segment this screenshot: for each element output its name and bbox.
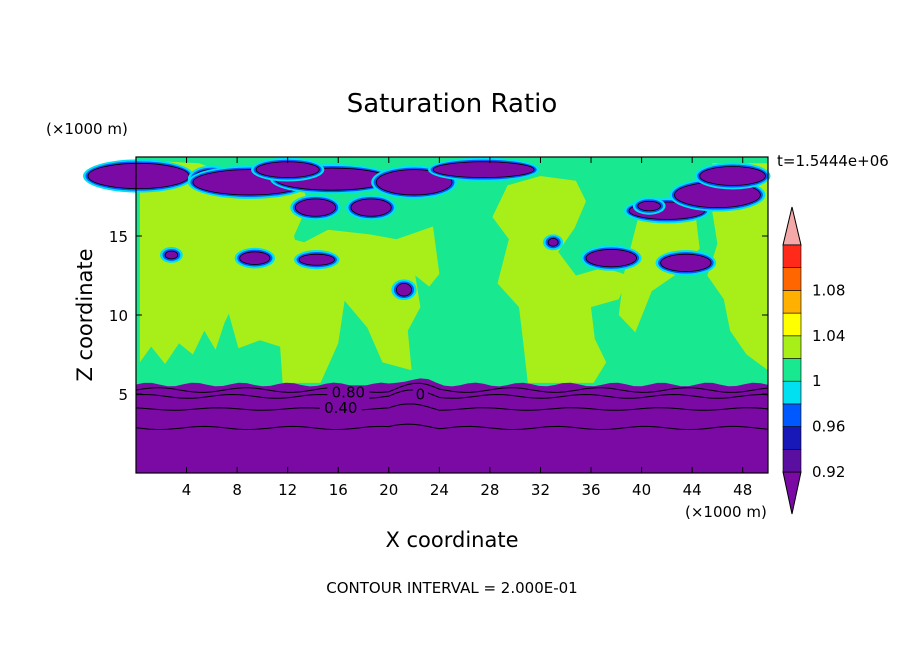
- contour-label-text: 0: [416, 386, 426, 404]
- x-tick-label: 12: [278, 481, 297, 499]
- x-tick-label: 28: [480, 481, 499, 499]
- x-axis: 4 8 12 16 20 24 28 32 36 40 44 48: [182, 157, 752, 499]
- dry-patch-5: [375, 169, 453, 196]
- x-unit-label: (×1000 m): [685, 503, 767, 521]
- x-tick-label: 32: [531, 481, 550, 499]
- dry-patch-16: [660, 253, 712, 272]
- colorbar-label: 1.08: [812, 281, 845, 299]
- x-tick-label: 44: [683, 481, 702, 499]
- colorbar-over-triangle: [782, 206, 802, 246]
- y-tick-label: 15: [109, 228, 128, 246]
- contour-line-3: [135, 403, 769, 411]
- dry-patch-14: [298, 253, 335, 266]
- footer-text: CONTOUR INTERVAL = 2.000E-01: [326, 579, 577, 597]
- dry-layer-edge: [136, 378, 768, 391]
- contour-label-3: 0: [412, 386, 428, 404]
- x-tick-label: 36: [581, 481, 600, 499]
- contour-line-4: [135, 423, 769, 431]
- moist-regions: [139, 160, 768, 383]
- contour-label-1: 0.80: [327, 383, 370, 401]
- colorbar-swatch: [782, 267, 802, 291]
- moist-region-5: [707, 163, 768, 371]
- y-axis-label: Z coordinate: [73, 248, 97, 381]
- contour-label-text: 0.40: [324, 399, 357, 417]
- colorbar-swatch: [782, 426, 802, 450]
- colorbar-swatch: [782, 448, 802, 473]
- contour-label-bg: [412, 387, 428, 402]
- dry-patches: [82, 157, 771, 301]
- field-dry-layer: [136, 387, 768, 473]
- y-axis: 5 10 15: [109, 228, 768, 404]
- x-tick-label: 24: [430, 481, 449, 499]
- contour-line-2: [135, 389, 769, 399]
- dry-patch-18: [164, 250, 179, 260]
- dry-patch-12: [699, 166, 766, 186]
- contour-line-1: [135, 382, 769, 393]
- contour-labels: 0.800.40 0: [319, 383, 428, 417]
- dry-patch-19: [547, 237, 559, 247]
- contour-label-bg: [327, 385, 370, 400]
- x-tick-label: 40: [632, 481, 651, 499]
- dry-patch-7: [432, 161, 535, 178]
- contour-label-bg: [319, 401, 362, 416]
- plot-area: 0.800.40 0: [82, 156, 771, 474]
- y-tick-label: 10: [109, 307, 128, 325]
- colorbar-swatch: [782, 312, 802, 337]
- colorbar: 0.92 0.96 1 1.04 1.08: [782, 206, 845, 515]
- dry-patch-8: [294, 198, 337, 217]
- moist-region-2: [215, 226, 440, 383]
- colorbar-label: 0.96: [812, 418, 845, 436]
- colorbar-under-triangle: [782, 471, 802, 515]
- x-tick-label: 20: [379, 481, 398, 499]
- dry-patch-15: [585, 249, 637, 268]
- contour-lines: [135, 382, 769, 431]
- time-label: t=1.5444e+06: [777, 152, 889, 170]
- colorbar-swatch: [782, 335, 802, 359]
- dry-patch-6: [255, 161, 320, 178]
- colorbar-swatch: [782, 358, 802, 382]
- contour-label-text: 0.80: [332, 383, 365, 401]
- dry-patch-20: [637, 200, 661, 212]
- dry-patch-1: [87, 162, 190, 190]
- chart-title: Saturation Ratio: [347, 89, 558, 119]
- y-tick-label: 5: [118, 386, 128, 404]
- colorbar-label: 1.04: [812, 327, 845, 345]
- dry-patch-9: [350, 198, 392, 217]
- x-axis-label: X coordinate: [385, 528, 518, 552]
- colorbar-swatch: [782, 244, 802, 269]
- contour-label-2: 0.40: [319, 399, 362, 417]
- x-tick-label: 4: [182, 481, 192, 499]
- y-unit-label: (×1000 m): [46, 120, 128, 138]
- colorbar-label: 1: [812, 372, 822, 390]
- x-tick-label: 8: [232, 481, 242, 499]
- x-tick-label: 48: [733, 481, 752, 499]
- colorbar-swatch: [782, 290, 802, 314]
- colorbar-label: 0.92: [812, 463, 845, 481]
- dry-patch-17: [395, 282, 412, 297]
- dry-patch-13: [239, 251, 271, 265]
- moist-region-3: [492, 176, 629, 383]
- x-tick-label: 16: [329, 481, 348, 499]
- colorbar-swatch: [782, 380, 802, 405]
- colorbar-swatch: [782, 403, 802, 427]
